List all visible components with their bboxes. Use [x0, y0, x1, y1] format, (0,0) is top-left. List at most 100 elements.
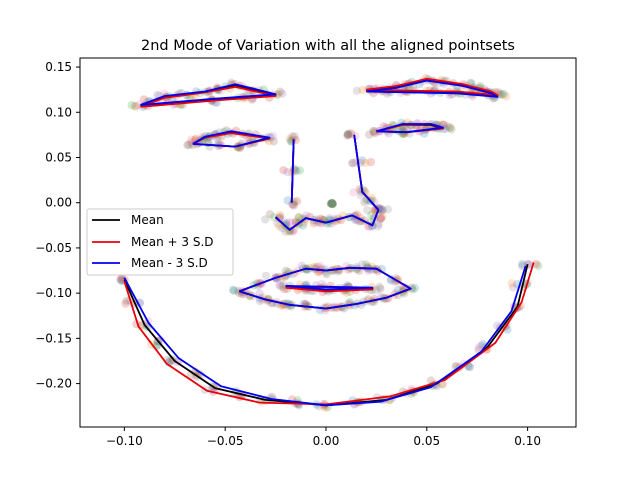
scatter-point: [509, 283, 518, 292]
scatter-point: [378, 212, 387, 221]
scatter-point: [302, 211, 311, 220]
scatter-point: [362, 195, 372, 205]
scatter-point: [290, 165, 299, 175]
scatter-point: [346, 128, 356, 138]
series-line-jaw: [123, 265, 527, 407]
scatter-point: [363, 263, 372, 272]
scatter-point: [131, 102, 141, 111]
scatter-point: [184, 140, 193, 150]
series-line-right-eyebrow: [366, 79, 499, 98]
scatter-point: [376, 214, 385, 224]
scatter-point: [139, 95, 149, 104]
series-layer: [123, 77, 535, 407]
scatter-point: [361, 158, 370, 167]
y-tick-label: −0.20: [35, 377, 72, 391]
scatter-point: [298, 221, 308, 230]
scatter-point: [117, 276, 126, 285]
scatter-point: [294, 212, 304, 222]
scatter-point: [376, 213, 385, 223]
scatter-point: [360, 198, 369, 207]
scatter-point: [349, 188, 358, 197]
scatter-point: [371, 285, 381, 295]
scatter-point: [367, 196, 376, 205]
scatter-point: [291, 218, 301, 227]
scatter-point: [352, 262, 362, 272]
scatter-point: [410, 283, 420, 293]
series-line-left-eyebrow: [140, 86, 277, 108]
scatter-point: [279, 166, 288, 175]
scatter-point: [370, 126, 379, 136]
y-tick-label: −0.15: [35, 331, 72, 345]
scatter-point: [367, 210, 376, 220]
series-line-nose-left: [290, 139, 295, 203]
scatter-point: [361, 188, 370, 197]
scatter-point: [322, 269, 331, 279]
x-tick-label: 0.05: [413, 434, 440, 448]
scatter-point: [164, 358, 173, 367]
scatter-point: [276, 87, 285, 96]
scatter-point: [346, 129, 356, 139]
scatter-point: [507, 279, 516, 288]
scatter-point: [465, 362, 475, 372]
scatter-point: [376, 284, 385, 294]
scatter-point: [363, 206, 372, 215]
series-line-left-eyebrow: [140, 83, 277, 106]
scatter-point: [116, 274, 126, 284]
scatter-point: [352, 264, 361, 274]
scatter-point: [187, 135, 196, 144]
scatter-point: [343, 131, 352, 140]
y-tick-label: −0.05: [35, 241, 72, 255]
scatter-point: [343, 129, 352, 139]
scatter-point: [288, 132, 297, 141]
scatter-point: [275, 280, 285, 290]
x-tick-label: −0.05: [207, 434, 244, 448]
scatter-point: [358, 156, 367, 165]
series-line-outer-lip: [238, 266, 412, 310]
scatter-point: [474, 343, 483, 352]
scatter-point: [447, 125, 456, 134]
scatter-point: [534, 261, 543, 271]
scatter-point: [272, 90, 281, 100]
x-tick-label: 0.10: [514, 434, 541, 448]
scatter-point: [269, 137, 278, 146]
scatter-point: [532, 259, 541, 269]
series-line-right-eye: [376, 123, 444, 134]
scatter-point: [518, 259, 527, 269]
legend-label-minus: Mean - 3 S.D: [131, 256, 208, 270]
scatter-point: [375, 282, 384, 291]
chart-title: 2nd Mode of Variation with all the align…: [141, 38, 515, 54]
scatter-point: [369, 126, 378, 136]
scatter-point: [255, 289, 264, 298]
scatter-point: [228, 285, 238, 295]
scatter-point: [285, 218, 294, 227]
scatter-point: [281, 266, 291, 275]
scatter-point: [352, 86, 361, 96]
scatter-point: [374, 219, 383, 229]
scatter-point: [378, 205, 388, 215]
scatter-point: [116, 275, 125, 284]
y-axis: −0.20 −0.15 −0.10 −0.05 0.00 0.05 0.10 0.15: [35, 60, 80, 391]
scatter-point: [234, 286, 243, 295]
scatter-point: [310, 264, 319, 273]
scatter-point: [376, 206, 386, 216]
series-line-inner-lip: [285, 285, 374, 291]
scatter-point: [309, 219, 318, 228]
y-tick-label: 0.15: [45, 60, 72, 74]
scatter-point: [205, 142, 214, 151]
axes-frame: [79, 57, 577, 428]
series-line-nose-base: [275, 209, 380, 231]
legend: Mean Mean + 3 S.D Mean - 3 S.D: [86, 208, 234, 276]
x-tick-label: −0.10: [106, 434, 143, 448]
scatter-point: [275, 214, 284, 223]
scatter-point: [362, 194, 371, 203]
scatter-point: [281, 219, 291, 229]
scatter-point: [290, 132, 299, 141]
scatter-point: [167, 356, 177, 365]
scatter-point: [398, 129, 407, 138]
scatter-point: [230, 286, 239, 295]
scatter-point: [344, 130, 353, 139]
scatter-point: [265, 210, 275, 219]
scatter-point: [121, 299, 130, 308]
scatter-point: [366, 265, 375, 274]
